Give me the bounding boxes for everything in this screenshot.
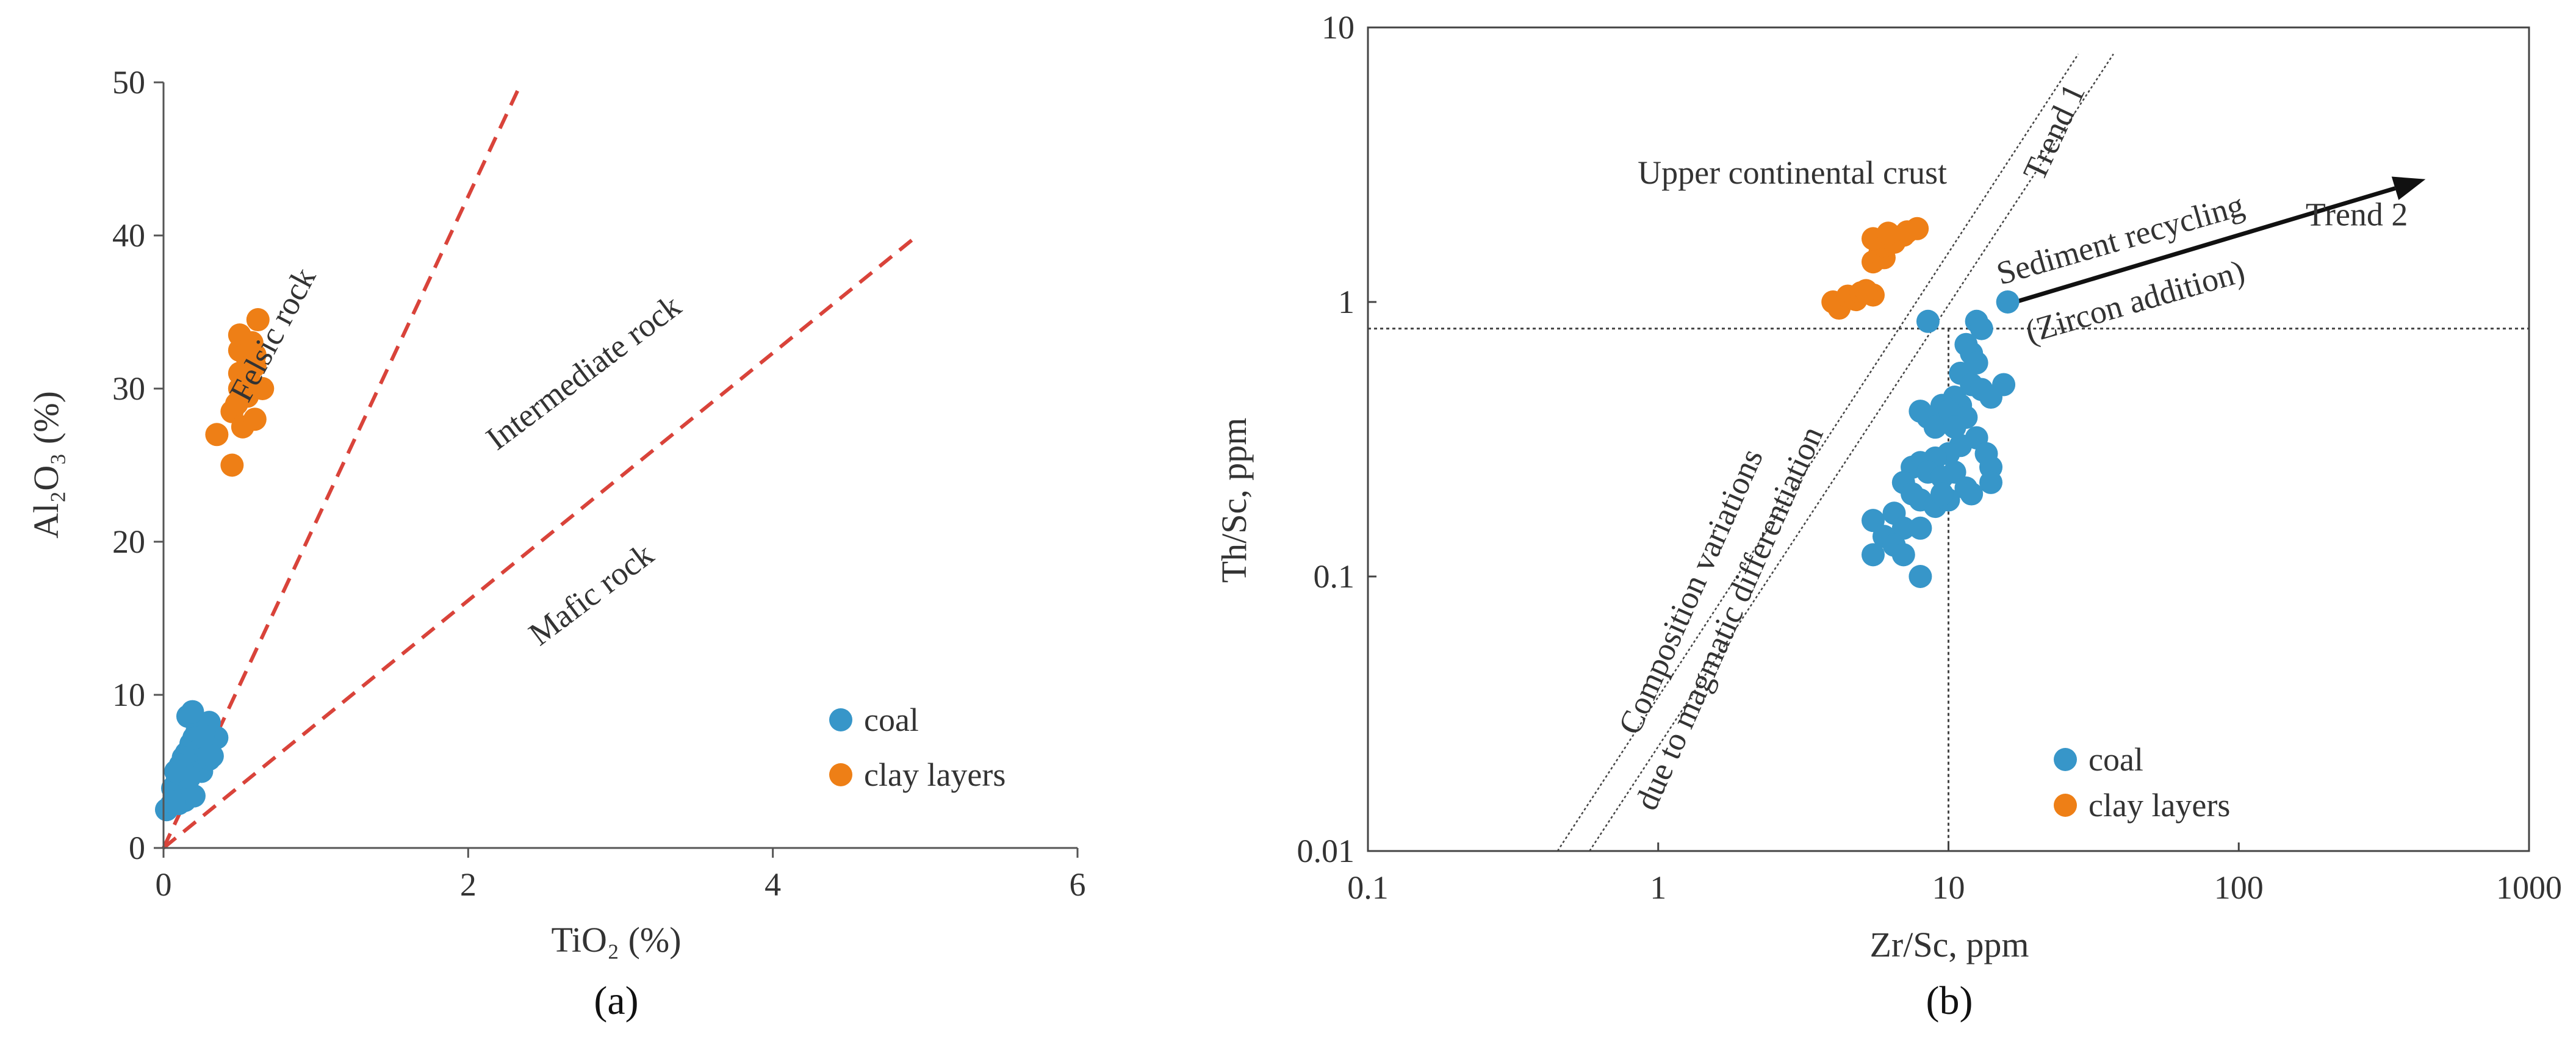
y-tick-label: 20 [112, 523, 145, 560]
coal-point [1943, 415, 1966, 439]
x-tick-label: 2 [460, 866, 477, 903]
x-tick-label: 0 [156, 866, 172, 903]
intermediate-rock-label: Intermediate rock [480, 287, 688, 457]
rock-boundary-lines [162, 81, 919, 850]
rock-boundary-line-2 [162, 234, 919, 850]
y-tick-label: 10 [1322, 9, 1355, 46]
coal-point [1979, 470, 2003, 494]
x-tick-label: 1000 [2496, 869, 2562, 906]
y-tick-label: 50 [112, 64, 145, 101]
coal-point [1909, 516, 1932, 540]
y-tick-label: 40 [112, 217, 145, 254]
coal-point [164, 760, 187, 783]
clay-layers-point [1854, 279, 1878, 303]
panel-a-y-axis-label: Al₂O₃ (%) [26, 391, 66, 539]
panel-a-axes: 0 2 4 6 0 10 20 30 40 50 [112, 64, 1086, 903]
x-tick-label: 1 [1650, 869, 1666, 906]
trend-1-label: Trend 1 [2016, 78, 2092, 186]
coal-point [1930, 482, 1954, 506]
coal-point [1861, 543, 1885, 567]
panel-b-points [1821, 217, 2020, 588]
clay-layers-legend-marker [829, 763, 852, 786]
coal-point [181, 700, 204, 724]
coal-point [191, 724, 215, 748]
clay-layers-point [246, 308, 270, 332]
coal-legend-label: coal [864, 702, 919, 738]
clay-layers-point [205, 423, 229, 447]
coal-point [1960, 482, 1984, 506]
y-tick-label: 0.1 [1314, 558, 1355, 595]
y-tick-label: 1 [1338, 284, 1355, 320]
coal-point [1996, 290, 2020, 314]
y-tick-label: 10 [112, 677, 145, 713]
clay-layers-legend-label: clay layers [864, 756, 1006, 793]
clay-layers-legend-label: clay layers [2089, 787, 2230, 824]
coal-legend-label: coal [2089, 741, 2143, 778]
coal-point [1970, 317, 1993, 340]
upper-continental-crust-label: Upper continental crust [1638, 154, 1947, 191]
x-tick-label: 10 [1932, 869, 1965, 906]
trend-2-label: Trend 2 [2306, 196, 2408, 233]
rock-boundary-line-1 [162, 81, 523, 849]
coal-point [1979, 386, 2003, 409]
clay-layers-legend-marker [2054, 794, 2077, 817]
coal-point [1923, 415, 1947, 439]
clay-layers-point [1905, 217, 1929, 240]
clay-layers-point [1876, 221, 1900, 245]
clay-layers-point [225, 392, 248, 416]
coal-point [1965, 351, 1988, 375]
coal-point [1891, 516, 1915, 540]
clay-layers-point [243, 343, 267, 367]
clay-layers-point [220, 453, 244, 477]
panel-b-legend: coal clay layers [2054, 741, 2230, 824]
panel-b-x-axis-label: Zr/Sc, ppm [1870, 925, 2029, 964]
coal-legend-marker [829, 708, 852, 731]
y-tick-label: 0 [129, 830, 145, 866]
coal-point [1909, 565, 1932, 588]
y-tick-label: 30 [112, 370, 145, 407]
panel-b-y-axis-label: Th/Sc, ppm [1214, 418, 1254, 583]
coal-point [200, 744, 224, 768]
clay-layers-point [243, 408, 267, 431]
coal-point [1916, 309, 1940, 333]
panel-a-x-axis-label: TiO₂ (%) [551, 920, 681, 960]
x-tick-label: 0.1 [1347, 869, 1389, 906]
coal-point [182, 784, 206, 808]
panel-b-label: (b) [1926, 979, 1973, 1023]
panel-a-label: (a) [594, 979, 638, 1023]
recycling-arrow-shaft [2015, 186, 2396, 304]
coal-point [1891, 543, 1915, 567]
coal-legend-marker [2054, 748, 2077, 771]
x-tick-label: 4 [765, 866, 781, 903]
x-tick-label: 100 [2214, 869, 2264, 906]
clay-layers-point [237, 364, 261, 388]
coal-point [162, 790, 186, 814]
coal-point [1943, 460, 1966, 484]
mafic-rock-label: Mafic rock [522, 536, 660, 652]
y-tick-label: 0.01 [1297, 833, 1355, 869]
panel-a-legend: coal clay layers [829, 702, 1006, 793]
recycling-arrow-head [2391, 176, 2426, 200]
x-tick-label: 6 [1070, 866, 1086, 903]
panel-a-points [154, 308, 275, 822]
